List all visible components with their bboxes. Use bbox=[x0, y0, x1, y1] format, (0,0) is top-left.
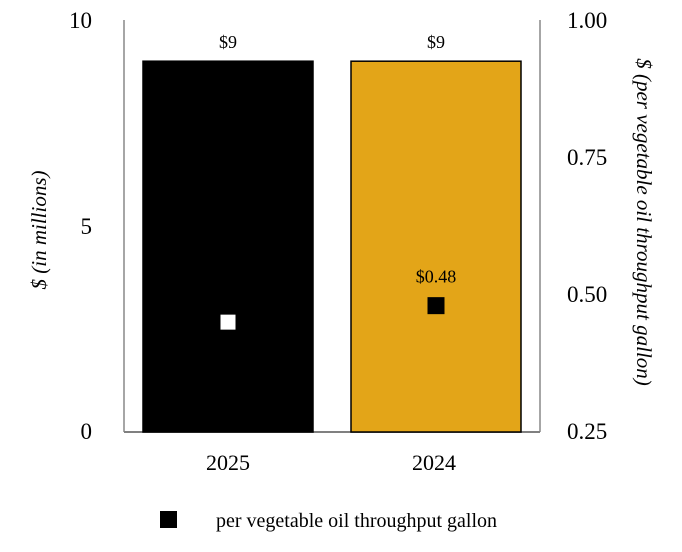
bar-label-2024: $9 bbox=[427, 32, 445, 52]
bar-2024 bbox=[350, 60, 522, 433]
right-tick-0.50: 0.50 bbox=[567, 282, 607, 307]
left-tick-5: 5 bbox=[81, 214, 93, 239]
x-tick-2025: 2025 bbox=[206, 450, 250, 475]
right-tick-0.75: 0.75 bbox=[567, 145, 607, 170]
left-tick-0: 0 bbox=[81, 419, 93, 444]
right-tick-0.25: 0.25 bbox=[567, 419, 607, 444]
bar-label-2025: $9 bbox=[219, 32, 237, 52]
marker-2025 bbox=[219, 313, 237, 331]
bar-2025 bbox=[142, 60, 314, 433]
marker-label-2025: $0.45 bbox=[208, 283, 249, 303]
marker-label-2024: $0.48 bbox=[416, 267, 457, 287]
right-tick-1.00: 1.00 bbox=[567, 8, 607, 33]
x-tick-2024: 2024 bbox=[412, 450, 456, 475]
legend-label: per vegetable oil throughput gallon bbox=[216, 510, 497, 532]
right-axis-title: $ (per vegetable oil throughput gallon) bbox=[632, 58, 656, 386]
left-axis-title: $ (in millions) bbox=[27, 170, 51, 289]
left-tick-10: 10 bbox=[69, 8, 92, 33]
marker-2024 bbox=[427, 297, 445, 315]
legend-marker bbox=[160, 511, 177, 528]
